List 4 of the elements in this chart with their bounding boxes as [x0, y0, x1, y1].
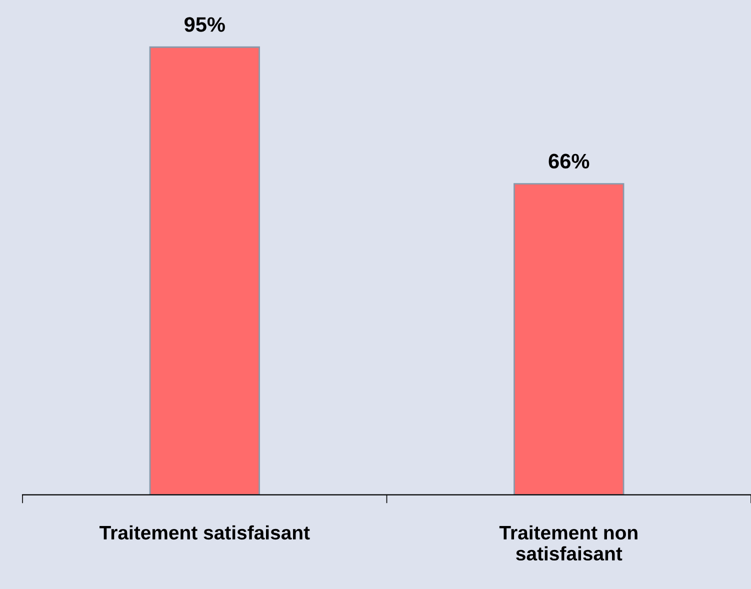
x-tick-label: Traitement non satisfaisant — [499, 525, 638, 561]
data-label: 66% — [548, 154, 590, 169]
data-label: 95% — [184, 17, 225, 32]
x-tick-label: Traitement satisfaisant — [100, 525, 310, 540]
